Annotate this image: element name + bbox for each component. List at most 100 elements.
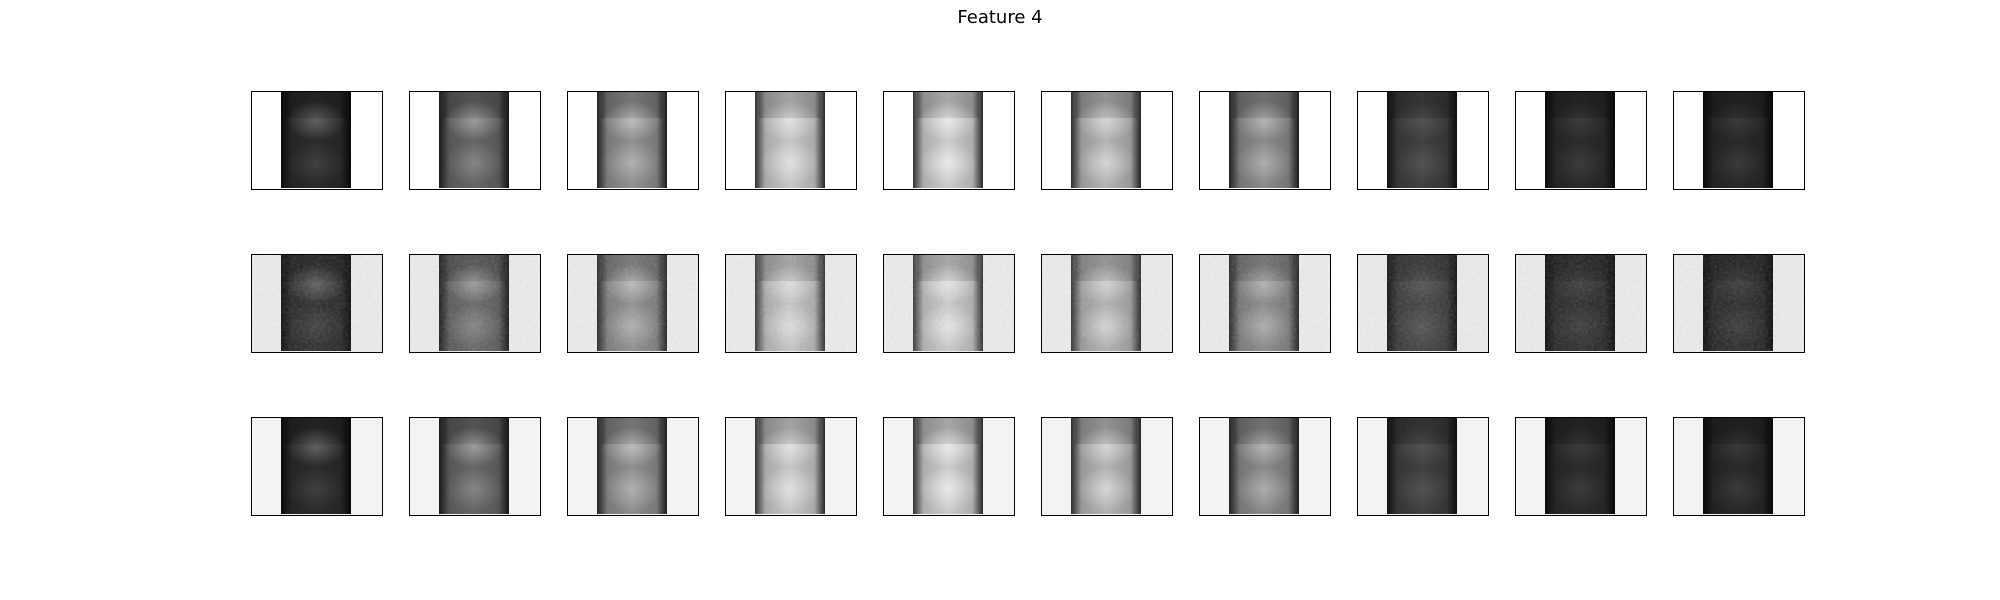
panel-frame [1357,91,1489,190]
feature-upper-blob [1234,427,1294,467]
feature-texture [439,255,509,351]
feature-lower-blob [286,141,346,185]
panel-frame [409,254,541,353]
panel-frame [1515,91,1647,190]
panel-frame [1673,254,1805,353]
feature-upper-blob [602,101,662,141]
feature-panel [1041,254,1173,353]
panel-frame [883,417,1015,516]
panel-frame [1199,254,1331,353]
feature-panel [1041,417,1173,516]
feature-panel [1357,91,1489,190]
feature-panel [1199,91,1331,190]
panel-frame [1041,417,1173,516]
feature-upper-blob [1234,101,1294,141]
panel-frame [251,417,383,516]
feature-texture [913,255,983,351]
feature-panel [1515,254,1647,353]
feature-lower-blob [918,141,978,185]
feature-lower-blob [1076,141,1136,185]
panel-frame [1199,417,1331,516]
feature-upper-blob [286,427,346,467]
panel-frame [1515,417,1647,516]
feature-lower-blob [1076,467,1136,511]
feature-panel [725,254,857,353]
panel-frame [567,417,699,516]
feature-lower-blob [1708,141,1768,185]
panel-frame [1199,91,1331,190]
feature-lower-blob [1392,467,1452,511]
feature-lower-blob [602,141,662,185]
feature-upper-blob [444,427,504,467]
feature-panel [1199,417,1331,516]
feature-panel [1041,91,1173,190]
feature-panel [725,91,857,190]
feature-panel [1515,417,1647,516]
panel-frame [1357,417,1489,516]
panel-frame [251,254,383,353]
figure-title: Feature 4 [957,7,1043,28]
feature-panel [409,417,541,516]
feature-panel [409,91,541,190]
feature-panel [1357,417,1489,516]
feature-lower-blob [444,467,504,511]
panel-frame [1357,254,1489,353]
feature-panel [567,417,699,516]
feature-lower-blob [1234,141,1294,185]
feature-lower-blob [1234,467,1294,511]
feature-panel [1673,417,1805,516]
feature-upper-blob [1392,101,1452,141]
feature-upper-blob [760,427,820,467]
panel-frame [251,91,383,190]
feature-panel [251,91,383,190]
feature-lower-blob [1392,141,1452,185]
panel-frame [725,254,857,353]
feature-texture [1229,255,1299,351]
panel-frame [883,91,1015,190]
feature-lower-blob [1550,467,1610,511]
panel-frame [725,417,857,516]
feature-panel [1673,91,1805,190]
feature-panel [1199,254,1331,353]
feature-upper-blob [1550,101,1610,141]
panel-frame [567,91,699,190]
feature-texture [597,255,667,351]
feature-texture [1545,255,1615,351]
feature-lower-blob [1550,141,1610,185]
feature-texture [1703,255,1773,351]
feature-upper-blob [1392,427,1452,467]
panel-frame [725,91,857,190]
feature-upper-blob [1076,427,1136,467]
feature-upper-blob [602,427,662,467]
feature-upper-blob [286,101,346,141]
feature-panel [1673,254,1805,353]
feature-panel [251,254,383,353]
feature-upper-blob [444,101,504,141]
feature-panel [883,91,1015,190]
panel-frame [1041,254,1173,353]
feature-lower-blob [286,467,346,511]
feature-panel [725,417,857,516]
feature-lower-blob [444,141,504,185]
feature-panel [883,417,1015,516]
feature-lower-blob [760,141,820,185]
panel-frame [1515,254,1647,353]
feature-panel [1357,254,1489,353]
feature-panel [251,417,383,516]
feature-upper-blob [1708,101,1768,141]
panel-frame [409,91,541,190]
feature-texture [1071,255,1141,351]
feature-lower-blob [1708,467,1768,511]
feature-texture [1387,255,1457,351]
feature-texture [281,255,351,351]
feature-panel [883,254,1015,353]
feature-panel [409,254,541,353]
feature-upper-blob [1708,427,1768,467]
panel-frame [883,254,1015,353]
feature-upper-blob [1550,427,1610,467]
panel-frame [567,254,699,353]
feature-lower-blob [760,467,820,511]
feature-upper-blob [760,101,820,141]
feature-panel [567,254,699,353]
